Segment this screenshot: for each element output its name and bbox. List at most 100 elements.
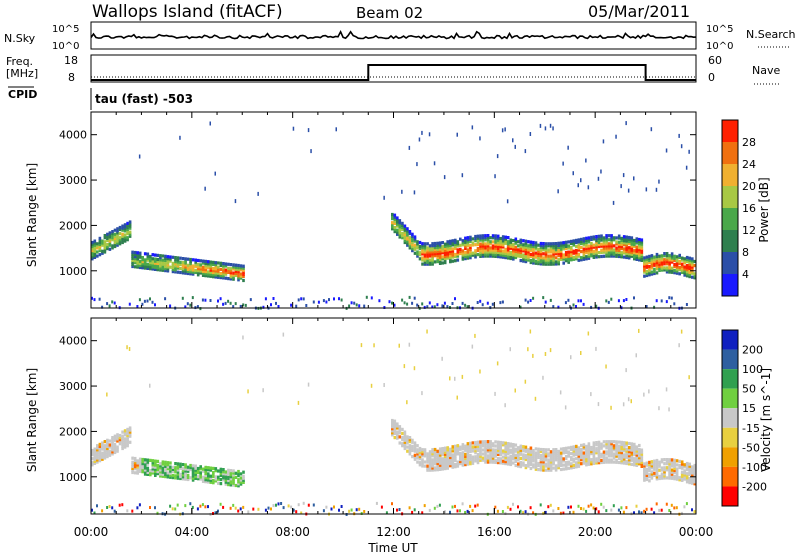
vel-cell bbox=[411, 510, 414, 514]
power-cell bbox=[481, 250, 485, 254]
power-cell bbox=[658, 268, 661, 272]
vel-cell bbox=[469, 447, 472, 451]
power-cell bbox=[532, 259, 535, 263]
vel-cell bbox=[675, 506, 678, 510]
vel-cell bbox=[154, 459, 157, 463]
vel-cell bbox=[627, 458, 631, 462]
vel-cell bbox=[396, 508, 398, 512]
power-cell bbox=[363, 304, 366, 308]
vel-cell bbox=[406, 435, 409, 439]
power-cell bbox=[91, 249, 94, 253]
power-cell bbox=[426, 260, 429, 264]
vel-cell bbox=[620, 446, 623, 451]
power-cell bbox=[199, 263, 202, 267]
power-cell bbox=[181, 267, 185, 271]
power-cell bbox=[517, 250, 520, 254]
vel-cell bbox=[348, 509, 351, 513]
vel-cell bbox=[449, 453, 452, 457]
power-cell bbox=[184, 305, 187, 309]
vel-cell bbox=[212, 466, 215, 470]
power-cell bbox=[678, 268, 681, 272]
power-cell bbox=[406, 233, 409, 237]
vel-cell bbox=[401, 427, 404, 431]
power-cell bbox=[227, 268, 230, 272]
vel-cell bbox=[685, 502, 688, 506]
power-cell bbox=[650, 262, 654, 266]
power-cell bbox=[534, 243, 538, 247]
vel-cell bbox=[138, 457, 142, 461]
power-cell bbox=[685, 255, 689, 260]
power-cell bbox=[590, 254, 593, 258]
power-cell bbox=[562, 257, 565, 261]
power-cell bbox=[638, 254, 641, 258]
power-cell bbox=[638, 256, 641, 260]
power-cell bbox=[549, 246, 553, 250]
vel-cell bbox=[212, 474, 215, 479]
power-cell bbox=[544, 246, 548, 250]
power-cell bbox=[509, 246, 513, 250]
vel-cell bbox=[582, 447, 586, 451]
vel-cell bbox=[128, 428, 132, 432]
power-cell bbox=[443, 244, 447, 248]
vel-cell bbox=[615, 442, 618, 446]
vel-cell bbox=[469, 458, 472, 462]
power-cell bbox=[149, 267, 152, 271]
vel-cell bbox=[605, 442, 608, 446]
power-cell bbox=[575, 257, 578, 261]
vel-cell bbox=[103, 444, 107, 448]
power-cell bbox=[491, 250, 495, 254]
vel-cell bbox=[143, 464, 147, 468]
vel-cell bbox=[471, 455, 475, 459]
power-cell bbox=[617, 250, 621, 254]
power-cell bbox=[575, 240, 578, 245]
vel-cell bbox=[451, 449, 455, 453]
power-cell bbox=[426, 262, 429, 266]
power-cell bbox=[464, 242, 467, 246]
power-cell bbox=[212, 262, 215, 266]
power-cell bbox=[683, 269, 686, 273]
power-cell bbox=[196, 262, 200, 267]
vel-cell bbox=[143, 472, 147, 476]
power-cell bbox=[610, 234, 613, 238]
power-cell bbox=[176, 256, 180, 260]
vel-cell bbox=[116, 447, 119, 451]
power-cell bbox=[141, 262, 144, 266]
power-cell bbox=[123, 223, 127, 227]
vel-cell bbox=[418, 446, 422, 451]
vel-cell bbox=[247, 510, 250, 514]
vel-cell bbox=[605, 509, 608, 513]
power-cell bbox=[421, 252, 424, 256]
power-cell bbox=[128, 232, 132, 236]
vel-cell bbox=[544, 454, 548, 458]
vel-cell bbox=[411, 444, 414, 448]
vel-cell bbox=[595, 507, 598, 511]
vel-cell bbox=[622, 453, 626, 457]
power-cell bbox=[678, 266, 681, 270]
power-cell bbox=[527, 254, 530, 258]
vel-cell bbox=[446, 460, 449, 464]
vel-cell bbox=[605, 440, 608, 444]
power-cell bbox=[207, 266, 210, 270]
vel-cell bbox=[164, 466, 167, 471]
power-cell bbox=[161, 262, 165, 266]
power-cell bbox=[552, 242, 555, 246]
power-cell bbox=[126, 225, 129, 230]
power-cell bbox=[421, 256, 424, 260]
power-cell bbox=[597, 234, 601, 238]
vel-cell bbox=[212, 472, 215, 477]
power-cell bbox=[605, 240, 608, 244]
vel-cell bbox=[486, 450, 490, 454]
power-cell bbox=[166, 269, 170, 273]
power-cell bbox=[549, 250, 553, 254]
vel-cell bbox=[418, 457, 422, 461]
vel-cell bbox=[506, 452, 510, 456]
power-cell bbox=[479, 136, 481, 141]
power-cell bbox=[491, 244, 495, 248]
vel-cell bbox=[663, 476, 666, 480]
vel-cell bbox=[494, 444, 497, 448]
vel-cell bbox=[514, 463, 518, 468]
power-cell bbox=[103, 234, 107, 238]
power-cell bbox=[131, 250, 134, 254]
vel-cell bbox=[532, 455, 535, 459]
power-cell bbox=[461, 249, 465, 253]
